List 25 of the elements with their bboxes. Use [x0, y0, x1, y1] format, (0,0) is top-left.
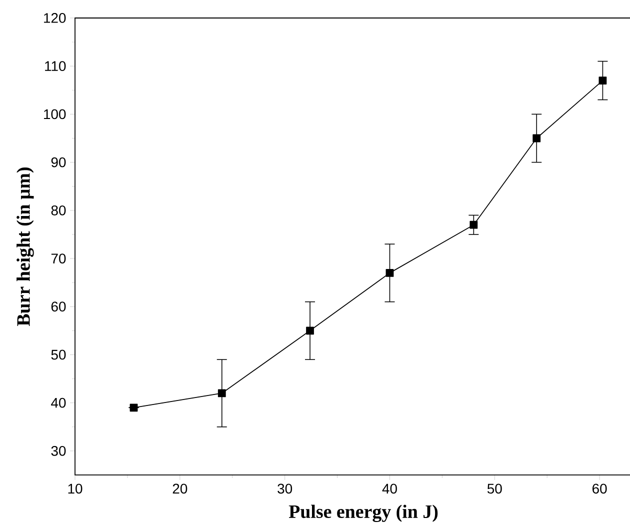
point: [532, 134, 541, 142]
y-tick-label: 110: [45, 61, 66, 72]
point: [598, 76, 607, 84]
x-tick-label: 60: [592, 484, 607, 494]
point: [386, 268, 394, 277]
y-axis-title: Burr height (in μm): [16, 168, 34, 326]
y-tick-label: 40: [51, 398, 66, 408]
x-tick-label: 10: [68, 484, 82, 494]
point: [306, 326, 314, 335]
point: [470, 220, 478, 229]
y-tick-label: 100: [44, 109, 66, 120]
y-tick-label: 70: [51, 254, 66, 264]
y-tick-label: 120: [44, 13, 66, 23]
x-tick-label: 40: [382, 484, 397, 494]
point: [218, 389, 226, 398]
x-axis-title: Pulse energy (in J): [288, 504, 438, 522]
y-tick-label: 80: [51, 205, 66, 216]
y-tick-label: 50: [51, 350, 66, 360]
y-tick-label: 60: [51, 302, 66, 312]
x-tick-label: 30: [278, 484, 292, 494]
point: [130, 404, 138, 412]
y-tick-label: 30: [51, 446, 66, 456]
y-tick-label: 90: [51, 157, 66, 168]
x-tick-label: 20: [172, 484, 188, 494]
x-tick-label: 50: [487, 484, 502, 494]
